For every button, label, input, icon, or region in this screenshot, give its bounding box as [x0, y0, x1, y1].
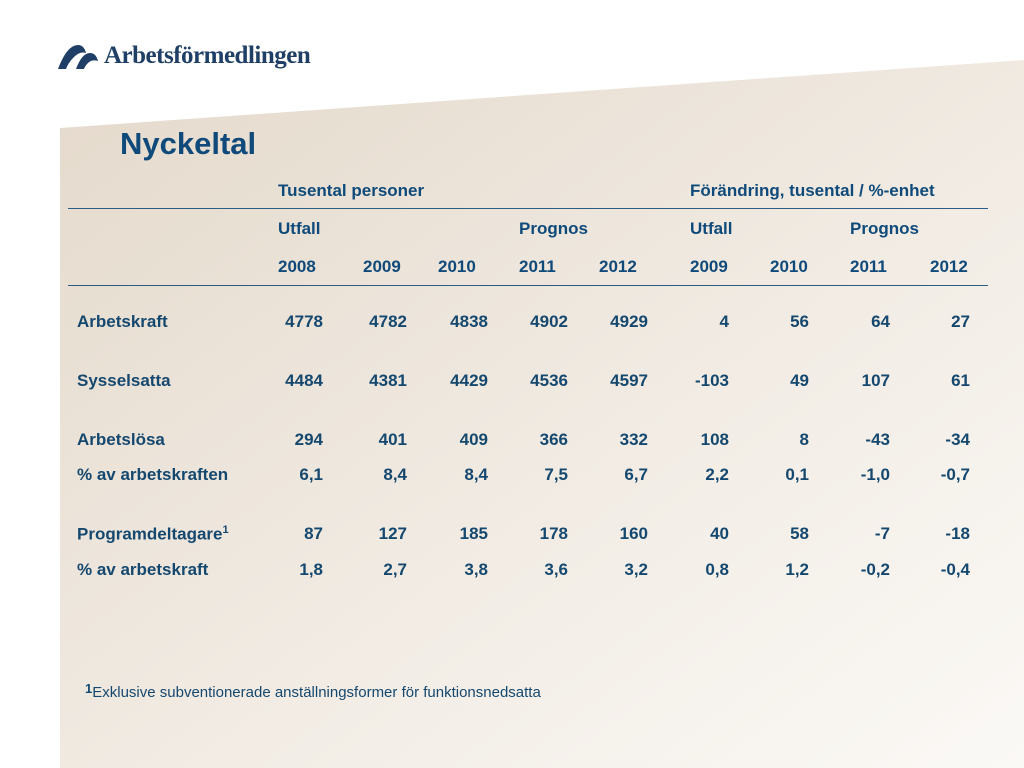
- header-sub-right-prognos: Prognos: [850, 219, 919, 238]
- table-cell: -103: [694, 371, 729, 390]
- header-rule-top: [68, 208, 988, 209]
- table-cell: 160: [619, 524, 648, 543]
- row-label-footnote-marker: 1: [222, 524, 229, 536]
- table-cell: 178: [539, 524, 568, 543]
- header-rule-bottom: [68, 285, 988, 286]
- row-label: Sysselsatta: [77, 371, 171, 391]
- table-cell: 294: [294, 430, 323, 449]
- table-cell: -0,7: [940, 465, 970, 484]
- year-header: 2008: [278, 257, 316, 276]
- table-cell: 107: [861, 371, 890, 390]
- row-label-text: Sysselsatta: [77, 371, 171, 390]
- table-cell: 366: [539, 430, 568, 449]
- table-cell: -0,4: [940, 560, 970, 579]
- table-cell: 7,5: [544, 465, 568, 484]
- year-header: 2010: [770, 257, 808, 276]
- table-cell: 108: [700, 430, 729, 449]
- year-header: 2009: [363, 257, 401, 276]
- footnote-text: Exklusive subventionerade anställningsfo…: [92, 684, 541, 701]
- table-cell: 4929: [610, 312, 648, 331]
- table-cell: 401: [378, 430, 407, 449]
- table-cell: 1,8: [299, 560, 323, 579]
- table-cell: 332: [619, 430, 648, 449]
- table-cell: 8,4: [383, 465, 407, 484]
- table-cell: 409: [459, 430, 488, 449]
- header-sub-left-utfall: Utfall: [278, 219, 321, 238]
- table-cell: 4429: [450, 371, 488, 390]
- table-cell: 2,7: [383, 560, 407, 579]
- table-cell: -7: [874, 524, 890, 543]
- row-label-text: Arbetskraft: [77, 312, 168, 331]
- table-cell: 40: [710, 524, 729, 543]
- table-cell: -18: [945, 524, 970, 543]
- table-cell: 0,1: [785, 465, 809, 484]
- row-label-text: Programdeltagare: [77, 524, 223, 544]
- table-cell: 4597: [610, 371, 648, 390]
- table-cell: 2,2: [705, 465, 729, 484]
- table-cell: 4536: [530, 371, 568, 390]
- footnote: 1Exklusive subventionerade anställningsf…: [85, 681, 541, 701]
- row-label-text: % av arbetskraft: [77, 560, 209, 579]
- row-label-text: Arbetslösa: [77, 430, 165, 449]
- year-header: 2010: [438, 257, 476, 276]
- row-label: Arbetskraft: [77, 312, 168, 332]
- table-cell: 1,2: [785, 560, 809, 579]
- row-label-text: % av arbetskraften: [77, 465, 229, 484]
- table-cell: 8,4: [464, 465, 488, 484]
- header-sub-left-prognos: Prognos: [519, 219, 588, 238]
- table-cell: 61: [951, 371, 970, 390]
- logo-wordmark: Arbetsförmedlingen: [104, 42, 311, 69]
- table-cell: 4: [719, 312, 729, 331]
- table-cell: -0,2: [860, 560, 890, 579]
- table-cell: 4381: [369, 371, 407, 390]
- table-cell: -34: [945, 430, 970, 449]
- year-header: 2011: [519, 257, 556, 276]
- table-cell: 4484: [285, 371, 323, 390]
- header-group-left: Tusental personer: [278, 181, 425, 200]
- table-cell: 127: [378, 524, 407, 543]
- table-cell: 3,2: [624, 560, 648, 579]
- table-cell: 4778: [285, 312, 323, 331]
- table-cell: 27: [951, 312, 970, 331]
- header-group-right: Förändring, tusental / %-enhet: [690, 181, 935, 200]
- page-title: Nyckeltal: [120, 126, 257, 161]
- table-cell: 185: [459, 524, 488, 543]
- table-cell: 4902: [530, 312, 568, 331]
- table-cell: 3,6: [544, 560, 568, 579]
- table-cell: 0,8: [705, 560, 729, 579]
- table-cell: -43: [865, 430, 890, 449]
- table-cell: 6,1: [299, 465, 323, 484]
- logo-mark-icon: [58, 45, 98, 69]
- row-label: % av arbetskraften: [77, 465, 228, 485]
- table-cell: 4838: [450, 312, 488, 331]
- row-label: % av arbetskraft: [77, 560, 208, 580]
- year-header: 2012: [930, 257, 968, 276]
- footnote-marker: 1: [85, 681, 93, 696]
- row-label: Arbetslösa: [77, 430, 165, 450]
- table-cell: 4782: [369, 312, 407, 331]
- table-cell: 58: [790, 524, 809, 543]
- year-header: 2011: [850, 257, 887, 276]
- brand-logo: Arbetsförmedlingen: [58, 36, 311, 76]
- table-cell: 3,8: [464, 560, 488, 579]
- table-cell: 8: [799, 430, 809, 449]
- row-label: Programdeltagare1: [77, 524, 229, 545]
- year-header: 2009: [690, 257, 728, 276]
- table-cell: 87: [304, 524, 323, 543]
- table-cell: 49: [790, 371, 809, 390]
- table-cell: 56: [790, 312, 809, 331]
- table-cell: 64: [871, 312, 890, 331]
- year-header: 2012: [599, 257, 637, 276]
- table-cell: -1,0: [860, 465, 890, 484]
- header-sub-right-utfall: Utfall: [690, 219, 733, 238]
- table-cell: 6,7: [624, 465, 648, 484]
